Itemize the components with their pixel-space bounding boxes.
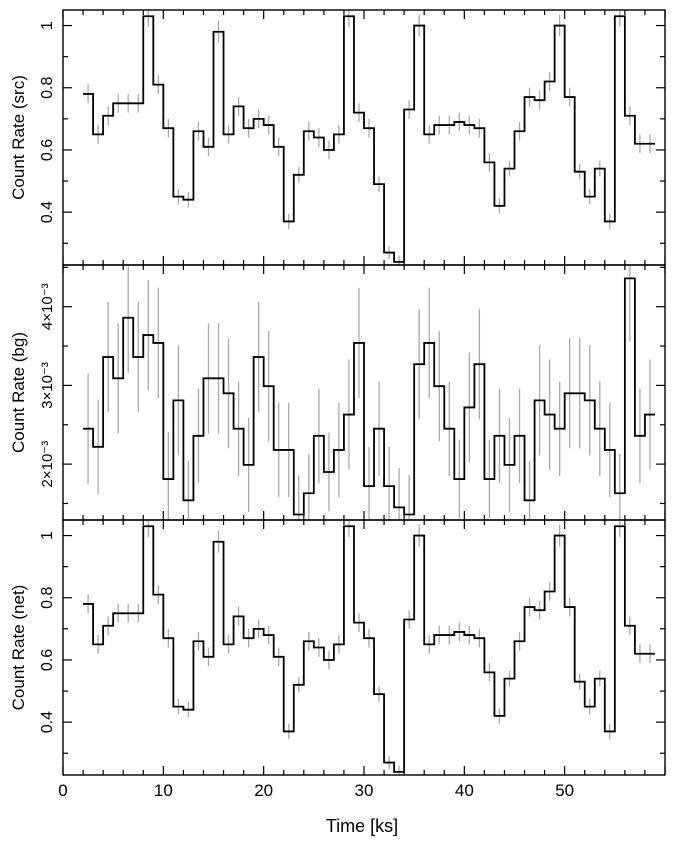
y-axis-label-net: Count Rate (net) [9,585,28,711]
panel-src: 0.4 0.6 0.8 1 Count Rate (src) [9,9,666,266]
x-tick-label: 40 [455,781,474,800]
panel-bg: 2×10⁻³ 3×10⁻³ 4×10⁻³ Count Rate (bg) [9,264,666,521]
series-line-bg [83,277,655,516]
x-tick-label: 50 [555,781,574,800]
x-axis-label: Time [ks] [326,816,398,836]
plot-area-src [83,10,655,265]
series-line-src [83,15,655,263]
x-tick-label: 10 [154,781,173,800]
y-tick-label: 3×10⁻³ [39,362,56,409]
x-tick-label: 20 [254,781,273,800]
y-axis-label-bg: Count Rate (bg) [9,332,28,453]
y-tick-label: 0.8 [39,77,56,99]
y-tick-label: 0.4 [39,201,56,223]
series-line-net [83,525,655,773]
y-tick-label: 4×10⁻³ [39,283,56,330]
panel-net: 0.4 0.6 0.8 1 Count Rate (net) [9,519,666,776]
y-axis-label-src: Count Rate (src) [9,75,28,200]
plot-area-net [83,520,655,775]
x-tick-label: 0 [58,781,67,800]
y-tick-label: 0.4 [39,711,56,733]
x-tick-labels: 0 10 20 30 40 50 [58,781,574,800]
y-tick-label: 0.6 [39,139,56,161]
panels: 0.4 0.6 0.8 1 Count Rate (src) 2×10⁻³ 3×10⁻³ 4×… [9,9,666,776]
y-tick-label: 1 [39,21,56,30]
plot-area-bg [83,265,655,520]
y-tick-label: 0.6 [39,649,56,671]
y-tick-label: 1 [39,531,56,540]
y-tick-label: 0.8 [39,587,56,609]
y-tick-label: 2×10⁻³ [39,441,56,488]
x-tick-label: 30 [355,781,374,800]
